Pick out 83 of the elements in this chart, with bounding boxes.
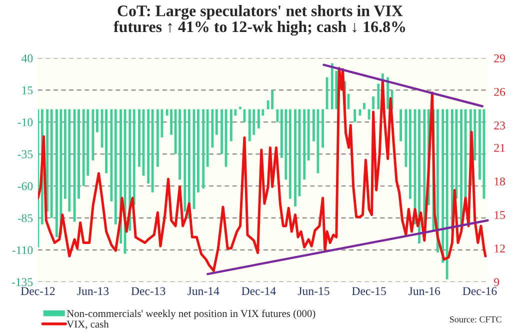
- bar: [316, 109, 320, 174]
- bar: [220, 109, 224, 154]
- bar: [178, 109, 181, 180]
- chart-title: CoT: Large speculators' net shorts in VIX futures ↑ 41% to 12-wk high; cash ↓ 16.8%: [114, 5, 406, 36]
- bar: [404, 109, 408, 167]
- bar: [132, 109, 136, 206]
- source-note: Source: CFTC: [450, 316, 502, 322]
- x-tick-label: Dec-14: [242, 287, 276, 296]
- bar: [354, 109, 356, 122]
- bar: [46, 109, 49, 212]
- bar: [460, 109, 462, 224]
- bar: [257, 109, 260, 128]
- y-tick-label: -35: [18, 150, 33, 158]
- bar: [303, 109, 306, 180]
- y-tick-label: -110: [12, 246, 33, 254]
- x-tick-label: Jun-13: [77, 287, 109, 296]
- bar: [151, 109, 154, 192]
- bar: [206, 109, 209, 167]
- y-tick-label: 40: [22, 54, 33, 62]
- bar: [363, 102, 366, 110]
- y-tick-label: -10: [18, 118, 33, 126]
- bar: [400, 109, 402, 142]
- y2-tick-label: 9: [494, 278, 500, 286]
- bar: [170, 109, 173, 135]
- y2-tick-label: 29: [494, 54, 505, 62]
- x-tick-label: Jun-16: [408, 287, 440, 296]
- bar: [418, 109, 420, 244]
- bar: [211, 109, 214, 148]
- bar: [202, 109, 205, 189]
- y-tick-label: -60: [18, 182, 33, 190]
- y2-tick-label: 12: [494, 244, 505, 252]
- y2-tick-label: 15: [494, 211, 506, 219]
- bar: [442, 109, 444, 263]
- bar: [184, 109, 186, 212]
- x-tick-label: Dec-16: [462, 287, 497, 296]
- bar: [423, 109, 426, 224]
- y2-tick-label: 23: [494, 122, 506, 130]
- bar: [248, 109, 251, 142]
- bar: [330, 63, 334, 110]
- y-tick-label: -85: [18, 214, 33, 222]
- y2-tick-label: 21: [494, 144, 505, 152]
- bar: [215, 109, 218, 135]
- x-tick-label: Jun-15: [298, 287, 330, 296]
- bar: [105, 109, 108, 174]
- bar: [372, 96, 375, 110]
- bar: [56, 109, 58, 238]
- bar: [197, 109, 200, 192]
- bar: [82, 109, 85, 186]
- bar: [96, 109, 98, 132]
- bar: [73, 109, 76, 222]
- x-tick-label: Dec-12: [20, 287, 55, 296]
- bar: [288, 109, 292, 199]
- bar: [147, 109, 150, 184]
- bar: [446, 109, 448, 280]
- y-tick-label: 15: [22, 86, 33, 94]
- bar: [138, 109, 140, 167]
- bar: [110, 109, 113, 202]
- bar: [271, 90, 274, 110]
- bar: [276, 109, 279, 122]
- legend-label: VIX, cash: [66, 320, 109, 330]
- x-tick-label: Jun-14: [188, 287, 220, 296]
- bar: [322, 109, 324, 148]
- bar: [368, 109, 370, 120]
- y2-tick-label: 26: [494, 88, 506, 96]
- bar: [50, 109, 53, 218]
- x-tick-label: Dec-15: [352, 287, 386, 296]
- bar: [478, 109, 481, 180]
- line-series: [38, 66, 487, 272]
- y2-tick-label: 18: [494, 177, 506, 186]
- bar: [239, 106, 242, 110]
- bar: [386, 77, 390, 110]
- bar: [230, 109, 232, 142]
- bar: [156, 109, 159, 167]
- bar: [307, 109, 310, 160]
- bar: [408, 109, 412, 199]
- bar: [68, 109, 71, 212]
- x-tick-label: Dec-13: [131, 287, 166, 296]
- bar: [377, 84, 380, 110]
- legend-label: Non-commercials' weekly net position in VIX futures (000): [66, 310, 316, 320]
- bar: [284, 109, 288, 180]
- y-tick-label: -135: [12, 278, 33, 286]
- bar: [114, 109, 117, 224]
- bar: [294, 109, 296, 206]
